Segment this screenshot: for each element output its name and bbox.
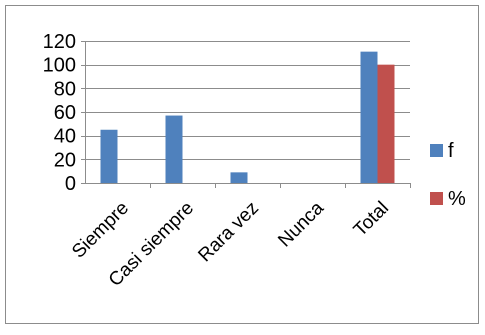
y-tick-label: 0: [65, 173, 76, 195]
bar-f-total: [360, 51, 378, 184]
legend-label: f: [448, 140, 454, 162]
y-tick-label: 120: [43, 31, 76, 53]
bar-f-casi-siempre: [165, 115, 183, 183]
legend-swatch: [430, 192, 443, 205]
legend-label: %: [448, 188, 466, 210]
legend-swatch: [430, 144, 443, 157]
chart-border: [5, 5, 479, 324]
y-tick-label: 80: [54, 78, 76, 100]
y-tick-label: 100: [43, 55, 76, 77]
bar-f-siempre: [100, 129, 118, 183]
y-tick-label: 40: [54, 126, 76, 148]
axes: [81, 41, 411, 188]
y-tick-label: 20: [54, 149, 76, 171]
legend: f%: [430, 140, 466, 210]
bar-percent-total: [377, 64, 395, 183]
y-tick-label: 60: [54, 102, 76, 124]
bar-f-rara-vez: [230, 172, 248, 183]
gridlines: [85, 41, 410, 160]
bars: [100, 51, 395, 184]
